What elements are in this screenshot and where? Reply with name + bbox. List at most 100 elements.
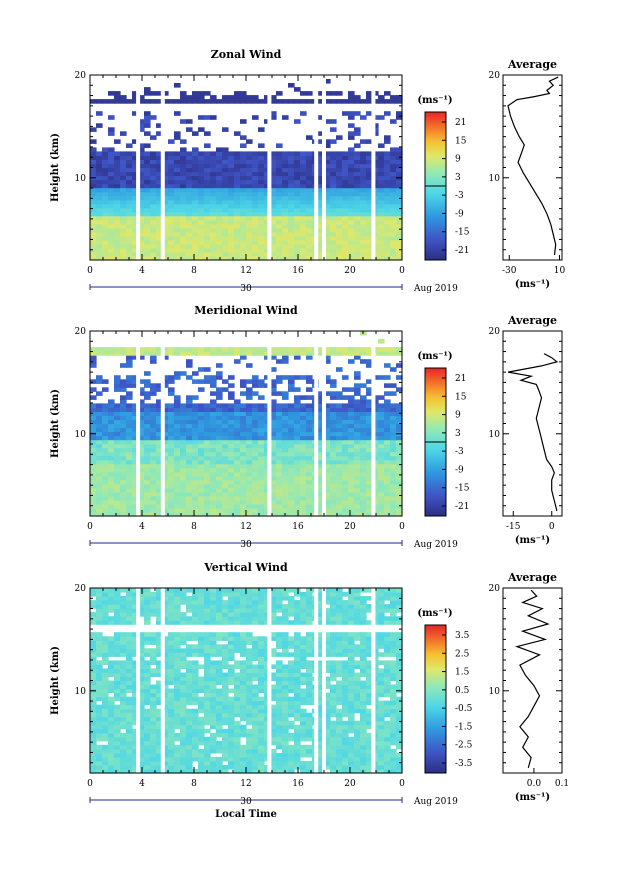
heatmap-cell [156, 223, 163, 229]
heatmap-cell [342, 395, 349, 400]
heatmap-cell [210, 239, 217, 245]
heatmap-cell [168, 672, 175, 678]
heatmap-cell [342, 223, 349, 229]
heatmap-cell [96, 99, 103, 104]
heatmap-cell [306, 155, 313, 160]
heatmap-cell [162, 684, 169, 690]
heatmap-cell [204, 708, 211, 714]
heatmap-cell [258, 379, 265, 384]
heatmap-cell [348, 451, 355, 457]
heatmap-cell [378, 740, 385, 746]
heatmap-cell [240, 716, 247, 722]
heatmap-cell [144, 487, 151, 493]
heatmap-cell [114, 435, 121, 441]
heatmap-cell [186, 475, 193, 481]
heatmap-cell [138, 769, 145, 774]
heatmap-cell [366, 219, 373, 225]
heatmap-cell [162, 467, 169, 473]
heatmap-cell [126, 351, 133, 356]
heatmap-cell [204, 672, 211, 678]
heatmap-cell [228, 159, 235, 165]
heatmap-cell [366, 443, 373, 449]
heatmap-cell [384, 195, 391, 201]
heatmap-cell [228, 732, 235, 738]
heatmap-cell [234, 756, 241, 762]
heatmap-cell [198, 435, 205, 441]
heatmap-cell [276, 443, 283, 449]
heatmap-cell [258, 680, 265, 686]
heatmap-cell [138, 499, 145, 505]
heatmap-cell [378, 223, 385, 229]
heatmap-cell [282, 215, 289, 221]
heatmap-cell [276, 415, 283, 421]
heatmap-cell [348, 179, 355, 185]
heatmap-cell [198, 688, 205, 694]
heatmap-cell [138, 191, 145, 197]
heatmap-cell [264, 256, 271, 261]
heatmap-cell [180, 155, 187, 160]
heatmap-cell [180, 351, 187, 356]
heatmap-cell [324, 479, 331, 485]
heatmap-cell [348, 256, 355, 261]
heatmap-cell [150, 487, 157, 493]
heatmap-cell [342, 231, 349, 237]
heatmap-cell [300, 91, 307, 96]
heatmap-cell [318, 716, 325, 722]
heatmap-cell [336, 459, 343, 465]
heatmap-cell [144, 756, 151, 762]
heatmap-cell [300, 512, 307, 517]
heatmap-cell [210, 487, 217, 493]
heatmap-cell [198, 159, 205, 165]
heatmap-cell [102, 744, 109, 750]
heatmap-cell [330, 139, 337, 144]
heatmap-cell [384, 491, 391, 497]
heatmap-cell [354, 423, 361, 429]
heatmap-cell [294, 676, 301, 682]
heatmap-cell [102, 467, 109, 473]
heatmap-cell [96, 443, 103, 449]
heatmap-cell [180, 187, 187, 193]
heatmap-cell [120, 419, 127, 425]
heatmap-cell [390, 732, 397, 738]
heatmap-cell [180, 151, 187, 156]
heatmap-cell [342, 475, 349, 481]
heatmap-cell [384, 403, 391, 408]
heatmap-cell [318, 503, 325, 509]
heatmap-cell [222, 223, 229, 229]
heatmap-cell [360, 451, 367, 457]
heatmap-cell [246, 379, 253, 384]
heatmap-cell [180, 163, 187, 169]
heatmap-cell [318, 471, 325, 477]
heatmap-cell [204, 688, 211, 694]
heatmap-cell [300, 491, 307, 497]
heatmap-cell [102, 403, 109, 408]
heatmap-cell [96, 256, 103, 261]
heatmap-cell [264, 215, 271, 221]
heatmap-cell [240, 203, 247, 209]
heatmap-cell [156, 151, 163, 156]
heatmap-cell [156, 728, 163, 734]
heatmap-cell [330, 203, 337, 209]
heatmap-cell [318, 115, 325, 120]
heatmap-cell [366, 744, 373, 750]
heatmap-cell [198, 235, 205, 241]
heatmap-cell [168, 155, 175, 160]
heatmap-cell [258, 419, 265, 425]
heatmap-cell [114, 167, 121, 173]
heatmap-cell [228, 712, 235, 718]
heatmap-cell [102, 732, 109, 738]
heatmap-cell [282, 419, 289, 425]
heatmap-cell [120, 423, 127, 429]
heatmap-cell [264, 411, 271, 416]
heatmap-cell [210, 431, 217, 437]
heatmap-cell [348, 211, 355, 217]
heatmap-cell [318, 740, 325, 746]
heatmap-cell [156, 179, 163, 185]
heatmap-cell [186, 179, 193, 185]
heatmap-cell [366, 672, 373, 678]
heatmap-cell [144, 351, 151, 356]
heatmap-cell [174, 99, 181, 104]
heatmap-cell [132, 252, 139, 257]
heatmap-cell [330, 756, 337, 762]
heatmap-cell [270, 708, 277, 714]
